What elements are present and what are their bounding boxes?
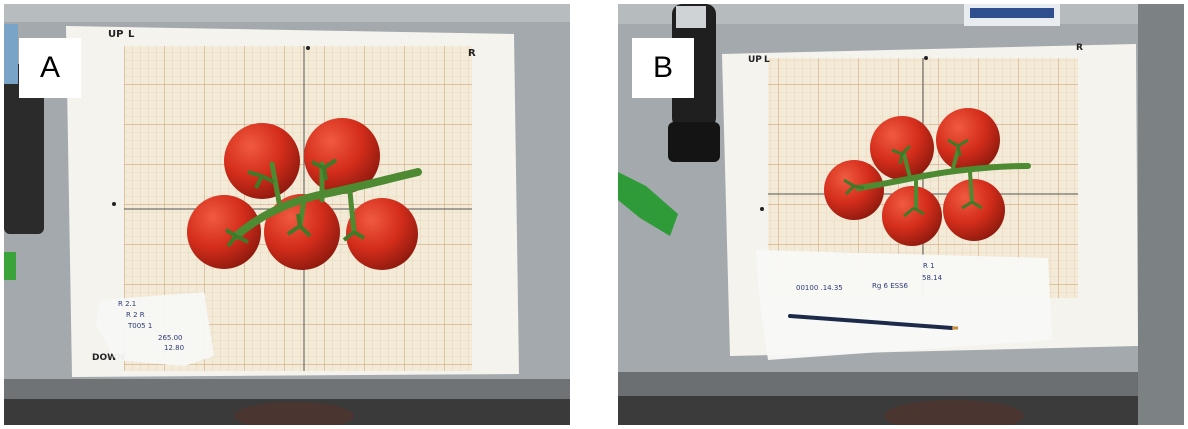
note-line-1: R 2.1 [118, 300, 136, 308]
note-line-5: 12.80 [164, 344, 184, 352]
note-line-b1: R 1 [923, 262, 935, 270]
panel-label-b: B [632, 38, 694, 98]
note-line-b3: Rg 6 ESS6 [872, 282, 909, 290]
sheet-mark-up: UP [108, 29, 123, 40]
note-line-b4: 58.14 [922, 274, 943, 282]
sheet-mark-left-b: L [764, 55, 770, 65]
tomato-photo-a: UP L R DOWN R 2.1 R 2 R T005 1 265.00 12… [4, 4, 570, 425]
sheet-mark-left: L [128, 29, 135, 40]
tomato-truss-a [187, 118, 422, 270]
photo-panel-b: UP L R R 1 00100 .14.35 Rg 6 ESS6 58.14 [618, 4, 1184, 425]
note-line-b2: 00100 .14.35 [796, 284, 843, 292]
tomato-truss-b [824, 108, 1031, 246]
note-line-3: T005 1 [127, 322, 152, 330]
sheet-mark-up-b: UP [748, 55, 762, 65]
sheet-mark-down: DOWN [92, 353, 125, 363]
sheet-mark-right: R [468, 48, 476, 59]
note-line-2: R 2 R [126, 311, 145, 319]
tomato-photo-b: UP L R R 1 00100 .14.35 Rg 6 ESS6 58.14 [618, 4, 1184, 425]
panel-label-a: A [19, 38, 81, 98]
photo-panel-a: UP L R DOWN R 2.1 R 2 R T005 1 265.00 12… [4, 4, 570, 425]
sheet-mark-right-b: R [1076, 43, 1083, 53]
note-line-4: 265.00 [158, 334, 183, 342]
